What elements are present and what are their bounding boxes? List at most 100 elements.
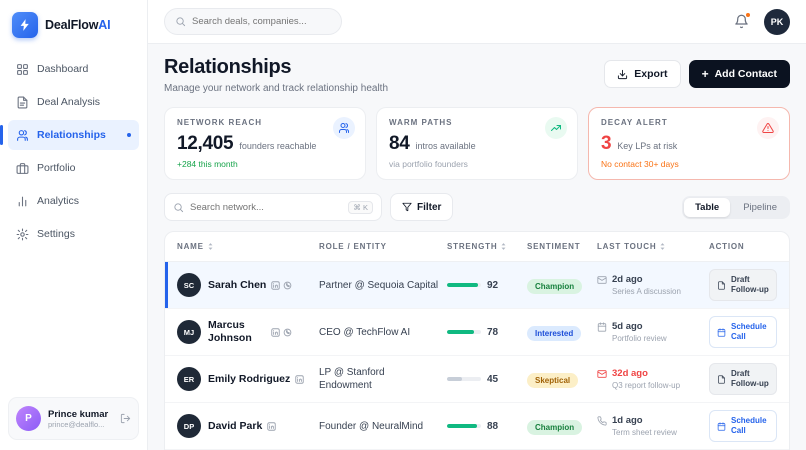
linkedin-icon[interactable] [271, 280, 281, 290]
strength-value: 45 [487, 373, 499, 385]
table-row[interactable]: DP David Park Founder @ NeuralMind 88 [165, 403, 789, 450]
strength-value: 88 [487, 420, 499, 432]
sentiment-cell: Champion [527, 417, 597, 435]
global-search-input[interactable] [192, 16, 331, 27]
last-touch-note: Q3 report follow-up [612, 381, 681, 390]
strength-value: 78 [487, 326, 499, 338]
sentiment-badge: Interested [527, 326, 582, 341]
sidebar-user-card[interactable]: P Prince kumar prince@dealflo... [8, 397, 139, 440]
draft-followup-button[interactable]: Draft Follow-up [709, 269, 777, 301]
sidebar-item-portfolio[interactable]: Portfolio [8, 153, 139, 183]
contact-name: Marcus Johnson [208, 319, 252, 344]
people-icon [333, 117, 355, 139]
bell-icon[interactable] [734, 12, 751, 29]
trending-up-icon [545, 117, 567, 139]
action-cell: Draft Follow-up [709, 269, 777, 301]
sidebar: DealFlowAI Dashboard Deal Analysis Relat… [0, 0, 148, 450]
view-table-button[interactable]: Table [684, 197, 731, 217]
search-icon [173, 202, 184, 213]
table-row[interactable]: SC Sarah Chen Partner @ Sequoia Capital [165, 262, 789, 309]
role-entity: CEO @ TechFlow AI [319, 326, 411, 338]
view-pipeline-button[interactable]: Pipeline [732, 198, 788, 217]
last-touch-note: Series A discussion [612, 287, 681, 296]
linkedin-icon[interactable] [271, 327, 280, 337]
table-row[interactable]: MJ Marcus Johnson CEO @ TechFlow AI 78 [165, 309, 789, 356]
contact-avatar: ER [177, 367, 201, 391]
notification-dot [745, 12, 751, 18]
contact-cell: SC Sarah Chen [177, 273, 319, 297]
whatsapp-icon[interactable] [283, 281, 292, 290]
filter-icon [402, 202, 412, 212]
people-icon [16, 129, 29, 142]
last-touch-time: 32d ago [612, 368, 648, 379]
table-row[interactable]: ER Emily Rodriguez LP @ Stanford Endowme… [165, 356, 789, 403]
logout-icon[interactable] [120, 413, 131, 424]
bar-chart-icon [16, 195, 29, 208]
strength-bar [447, 330, 481, 334]
column-header-last-touch[interactable]: LAST TOUCH [597, 242, 709, 251]
sort-icon [659, 242, 666, 251]
schedule-call-button[interactable]: Schedule Call [709, 410, 777, 442]
strength-bar [447, 283, 481, 287]
role-entity: LP @ Stanford Endowment [319, 367, 385, 391]
filter-button[interactable]: Filter [390, 193, 454, 221]
export-button[interactable]: Export [604, 60, 681, 88]
network-search-input[interactable] [190, 201, 343, 213]
contact-name: Emily Rodriguez [208, 372, 291, 385]
stat-unit: intros available [415, 141, 476, 151]
stat-card-warm-paths: WARM PATHS 84 intros available via portf… [376, 107, 578, 180]
stat-card-decay-alert: DECAY ALERT 3 Key LPs at risk No contact… [588, 107, 790, 180]
brand-logo[interactable]: DealFlowAI [0, 0, 147, 52]
whatsapp-icon[interactable] [283, 328, 292, 337]
sidebar-item-deal-analysis[interactable]: Deal Analysis [8, 87, 139, 117]
brand-name: DealFlowAI [45, 18, 111, 32]
sidebar-item-label: Deal Analysis [37, 96, 101, 108]
search-icon [175, 16, 186, 27]
last-touch-cell: 2d ago Series A discussion [597, 274, 709, 296]
user-email: prince@dealflo... [48, 419, 105, 429]
contact-avatar: SC [177, 273, 201, 297]
stat-card-network-reach: NETWORK REACH 12,405 founders reachable … [164, 107, 366, 180]
sidebar-item-analytics[interactable]: Analytics [8, 186, 139, 216]
strength-cell: 88 [447, 421, 527, 432]
column-header-strength[interactable]: STRENGTH [447, 242, 527, 251]
sentiment-badge: Champion [527, 279, 583, 294]
last-touch-cell: 5d ago Portfolio review [597, 321, 709, 343]
download-icon [617, 69, 628, 80]
page-title: Relationships [164, 56, 292, 78]
draft-followup-button[interactable]: Draft Follow-up [709, 363, 777, 395]
document-icon [717, 280, 726, 290]
sentiment-cell: Champion [527, 276, 597, 294]
mail-icon [597, 275, 607, 285]
column-header-action: ACTION [709, 242, 745, 251]
last-touch-note: Term sheet review [612, 428, 677, 437]
sentiment-cell: Skeptical [527, 370, 597, 388]
sentiment-badge: Champion [527, 420, 583, 435]
linkedin-icon[interactable] [267, 421, 276, 431]
sidebar-item-label: Settings [37, 228, 75, 240]
column-header-name[interactable]: NAME [177, 242, 319, 251]
page-header: Relationships Manage your network and tr… [164, 56, 790, 94]
schedule-call-button[interactable]: Schedule Call [709, 316, 777, 348]
strength-bar [447, 424, 481, 428]
contact-avatar: MJ [177, 320, 201, 344]
sort-icon [500, 242, 507, 251]
document-icon [16, 96, 29, 109]
stat-footnote: via portfolio founders [389, 159, 468, 169]
sidebar-item-relationships[interactable]: Relationships [0, 120, 139, 150]
bolt-icon [12, 12, 38, 38]
profile-avatar[interactable]: PK [764, 8, 790, 35]
network-toolbar: ⌘ K Filter Table Pipeline [164, 193, 790, 221]
column-header-sentiment: SENTIMENT [527, 242, 581, 251]
action-cell: Draft Follow-up [709, 363, 777, 395]
stat-unit: founders reachable [239, 141, 317, 151]
sidebar-item-dashboard[interactable]: Dashboard [8, 54, 139, 84]
calendar-icon [717, 327, 726, 337]
stat-unit: Key LPs at risk [617, 141, 678, 151]
network-search[interactable]: ⌘ K [164, 193, 382, 221]
linkedin-icon[interactable] [295, 374, 304, 384]
global-search[interactable] [164, 8, 342, 35]
add-contact-button[interactable]: + Add Contact [688, 60, 790, 88]
sidebar-item-settings[interactable]: Settings [8, 219, 139, 249]
